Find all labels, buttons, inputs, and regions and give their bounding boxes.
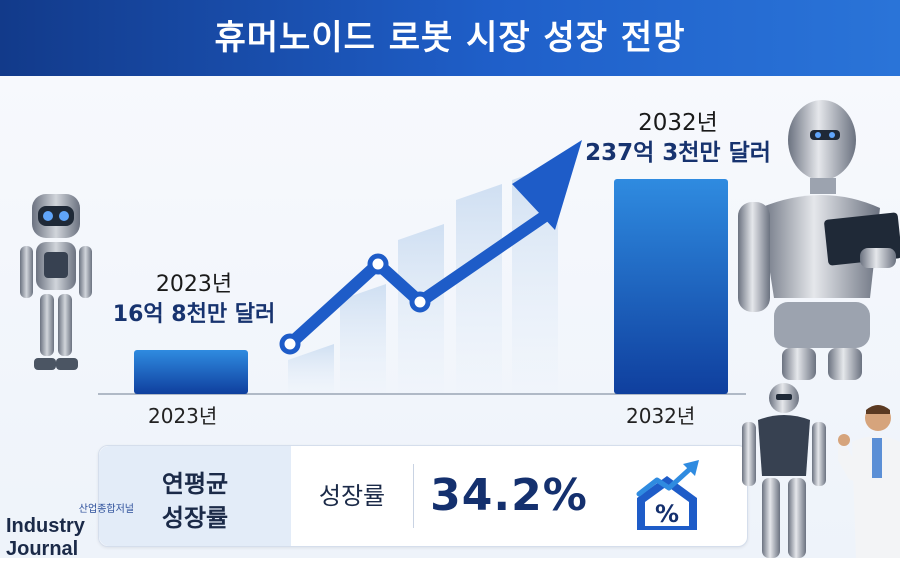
small-robot-image — [20, 194, 92, 370]
cagr-label-block: 연평균 성장률 — [99, 446, 291, 546]
x-tick-label: 2023년 — [148, 404, 218, 428]
trend-arrow — [279, 140, 582, 355]
ghost-bar — [340, 284, 386, 394]
cagr-label-line1: 연평균 — [161, 470, 229, 498]
bar-value-label: 237억 3천만 달러 — [585, 140, 771, 166]
background-bars — [288, 164, 558, 394]
ghost-bar — [456, 184, 502, 394]
trend-node — [367, 253, 389, 275]
trend-line — [284, 210, 551, 350]
svg-text:%: % — [655, 500, 679, 528]
page-title: 휴머노이드 로봇 시장 성장 전망 — [214, 18, 686, 58]
brand-small: 산업종합저널 — [78, 504, 134, 515]
market-chart — [98, 140, 746, 395]
bar-label-2023: 2023년 16억 8천만 달러 — [100, 270, 288, 330]
title-banner: 휴머노이드 로봇 시장 성장 전망 — [0, 0, 900, 76]
brand-logo: 산업종합저널 Industry Journal — [6, 500, 134, 561]
x-tick-label: 2032년 — [626, 404, 696, 428]
cagr-label-line2: 성장률 — [161, 504, 229, 532]
bar-2032년 — [614, 179, 728, 394]
arrow-head — [512, 140, 582, 230]
trend-node — [409, 291, 431, 313]
bar-2023년 — [134, 350, 248, 394]
ghost-bar — [288, 344, 334, 394]
engineer-person-image — [838, 405, 900, 558]
trend-node — [279, 333, 301, 355]
bar-label-year: 2032년 — [638, 110, 718, 136]
divider — [413, 464, 414, 528]
cagr-value: 34.2% — [430, 470, 588, 521]
growth-percent-icon: % — [636, 460, 699, 530]
cagr-metric-label: 성장률 — [318, 482, 386, 510]
brand-name: Industry Journal — [6, 515, 85, 560]
humanoid-robot-image — [738, 100, 900, 380]
bar-label-2032: 2032년 237억 3천만 달러 — [578, 108, 778, 168]
cagr-panel: 연평균 성장률 성장률 34.2% % — [98, 445, 748, 547]
bar-value-label: 16억 8천만 달러 — [112, 302, 276, 327]
bar-label-year: 2023년 — [155, 272, 233, 297]
walking-robot-image — [742, 383, 826, 558]
